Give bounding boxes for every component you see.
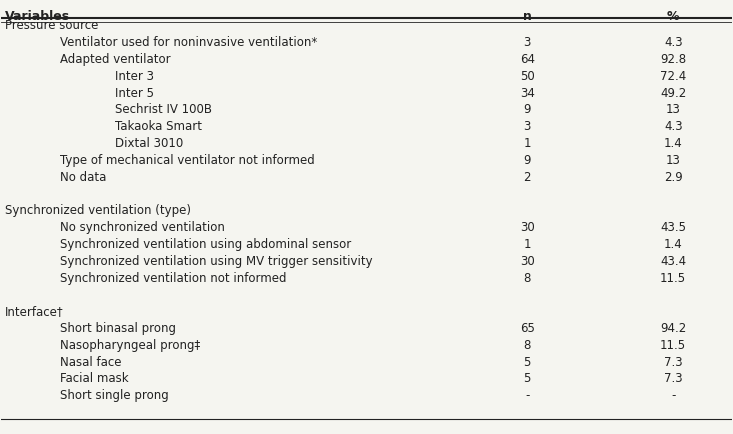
- Text: 11.5: 11.5: [660, 271, 686, 284]
- Text: 4.3: 4.3: [664, 120, 682, 133]
- Text: 5: 5: [523, 355, 531, 368]
- Text: Dixtal 3010: Dixtal 3010: [114, 137, 183, 150]
- Text: Inter 3: Inter 3: [114, 70, 154, 82]
- Text: Variables: Variables: [5, 10, 70, 23]
- Text: 1.4: 1.4: [664, 237, 682, 250]
- Text: 2: 2: [523, 170, 531, 183]
- Text: 7.3: 7.3: [664, 372, 682, 385]
- Text: Ventilator used for noninvasive ventilation*: Ventilator used for noninvasive ventilat…: [60, 36, 317, 49]
- Text: Short single prong: Short single prong: [60, 388, 169, 401]
- Text: 9: 9: [523, 103, 531, 116]
- Text: 7.3: 7.3: [664, 355, 682, 368]
- Text: Takaoka Smart: Takaoka Smart: [114, 120, 202, 133]
- Text: 4.3: 4.3: [664, 36, 682, 49]
- Text: 13: 13: [666, 154, 681, 167]
- Text: 43.5: 43.5: [660, 220, 686, 233]
- Text: 49.2: 49.2: [660, 86, 686, 99]
- Text: 92.8: 92.8: [660, 53, 686, 66]
- Text: 1: 1: [523, 137, 531, 150]
- Text: Nasal face: Nasal face: [60, 355, 121, 368]
- Text: Synchronized ventilation (type): Synchronized ventilation (type): [5, 204, 191, 217]
- Text: Sechrist IV 100B: Sechrist IV 100B: [114, 103, 212, 116]
- Text: Type of mechanical ventilator not informed: Type of mechanical ventilator not inform…: [60, 154, 314, 167]
- Text: -: -: [525, 388, 529, 401]
- Text: 9: 9: [523, 154, 531, 167]
- Text: Synchronized ventilation using MV trigger sensitivity: Synchronized ventilation using MV trigge…: [60, 254, 372, 267]
- Text: 50: 50: [520, 70, 534, 82]
- Text: Nasopharyngeal prong‡: Nasopharyngeal prong‡: [60, 338, 200, 351]
- Text: Short binasal prong: Short binasal prong: [60, 321, 176, 334]
- Text: Synchronized ventilation not informed: Synchronized ventilation not informed: [60, 271, 287, 284]
- Text: Pressure source: Pressure source: [5, 20, 98, 32]
- Text: 8: 8: [523, 338, 531, 351]
- Text: 64: 64: [520, 53, 534, 66]
- Text: No data: No data: [60, 170, 106, 183]
- Text: 13: 13: [666, 103, 681, 116]
- Text: 2.9: 2.9: [664, 170, 682, 183]
- Text: 94.2: 94.2: [660, 321, 686, 334]
- Text: 30: 30: [520, 220, 534, 233]
- Text: %: %: [667, 10, 679, 23]
- Text: 72.4: 72.4: [660, 70, 686, 82]
- Text: Synchronized ventilation using abdominal sensor: Synchronized ventilation using abdominal…: [60, 237, 351, 250]
- Text: 5: 5: [523, 372, 531, 385]
- Text: 11.5: 11.5: [660, 338, 686, 351]
- Text: 1: 1: [523, 237, 531, 250]
- Text: Adapted ventilator: Adapted ventilator: [60, 53, 171, 66]
- Text: 30: 30: [520, 254, 534, 267]
- Text: Interface†: Interface†: [5, 305, 64, 317]
- Text: 8: 8: [523, 271, 531, 284]
- Text: 43.4: 43.4: [660, 254, 686, 267]
- Text: -: -: [671, 388, 675, 401]
- Text: 3: 3: [523, 120, 531, 133]
- Text: 34: 34: [520, 86, 534, 99]
- Text: n: n: [523, 10, 531, 23]
- Text: Inter 5: Inter 5: [114, 86, 154, 99]
- Text: No synchronized ventilation: No synchronized ventilation: [60, 220, 225, 233]
- Text: 65: 65: [520, 321, 534, 334]
- Text: 3: 3: [523, 36, 531, 49]
- Text: 1.4: 1.4: [664, 137, 682, 150]
- Text: Facial mask: Facial mask: [60, 372, 128, 385]
